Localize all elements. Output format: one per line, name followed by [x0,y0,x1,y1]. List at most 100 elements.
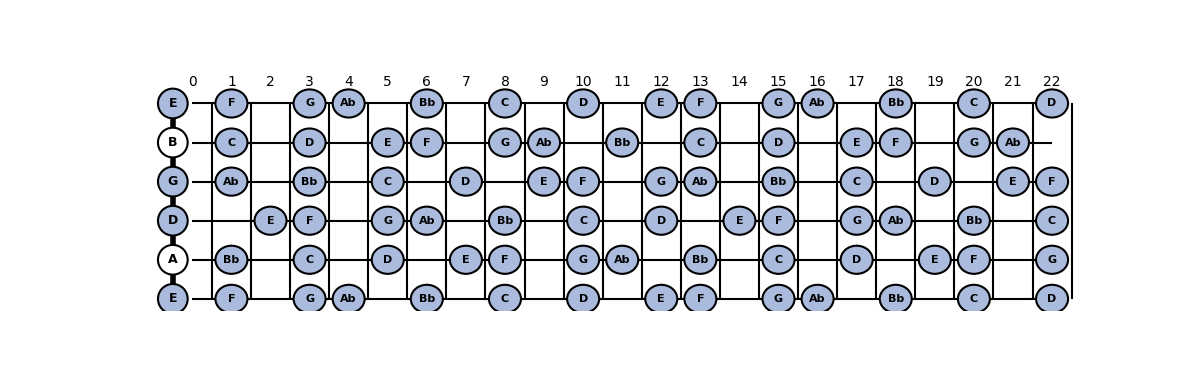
Text: Ab: Ab [223,177,240,186]
Ellipse shape [840,246,872,274]
Ellipse shape [997,128,1029,157]
Ellipse shape [568,168,599,196]
Ellipse shape [958,207,989,235]
Text: B: B [168,136,178,149]
Text: 11: 11 [613,75,631,89]
Text: E: E [168,292,177,305]
Text: Bb: Bb [888,99,903,108]
Text: G: G [384,216,392,226]
Ellipse shape [919,246,951,274]
Text: C: C [852,177,860,186]
Text: 18: 18 [887,75,905,89]
Text: E: E [657,294,666,304]
Text: F: F [580,177,587,186]
Ellipse shape [958,128,989,157]
Text: 8: 8 [501,75,509,89]
Text: C: C [227,138,235,147]
Text: Ab: Ab [418,216,435,226]
Text: Bb: Bb [418,294,435,304]
Ellipse shape [685,285,716,313]
Ellipse shape [1036,285,1068,313]
Ellipse shape [215,246,247,274]
Ellipse shape [411,207,443,235]
Text: Ab: Ab [809,99,826,108]
Text: Ab: Ab [809,294,826,304]
Ellipse shape [449,168,482,196]
Text: D: D [852,255,862,265]
Ellipse shape [762,168,795,196]
Text: G: G [657,177,666,186]
Text: G: G [167,175,178,188]
Text: G: G [305,294,314,304]
Text: 2: 2 [266,75,275,89]
Text: D: D [461,177,471,186]
Text: Ab: Ab [614,255,631,265]
Ellipse shape [685,246,716,274]
Circle shape [158,89,188,118]
Text: D: D [1048,99,1056,108]
Ellipse shape [215,128,247,157]
Ellipse shape [880,285,912,313]
Text: G: G [1048,255,1056,265]
Ellipse shape [372,246,404,274]
Ellipse shape [958,246,989,274]
Ellipse shape [880,89,912,117]
Text: 17: 17 [848,75,865,89]
Circle shape [158,167,188,196]
Ellipse shape [762,246,795,274]
Text: G: G [305,99,314,108]
Ellipse shape [723,207,755,235]
Ellipse shape [372,128,404,157]
Text: E: E [736,216,743,226]
Ellipse shape [568,285,599,313]
Ellipse shape [294,246,325,274]
Ellipse shape [568,207,599,235]
Text: 14: 14 [730,75,748,89]
Ellipse shape [997,168,1029,196]
Ellipse shape [294,89,325,117]
Text: Ab: Ab [341,294,357,304]
Ellipse shape [840,168,872,196]
Text: Bb: Bb [692,255,709,265]
Text: F: F [891,138,900,147]
Text: G: G [774,99,783,108]
Ellipse shape [919,168,951,196]
Ellipse shape [568,89,599,117]
Text: 5: 5 [384,75,392,89]
Text: 21: 21 [1004,75,1022,89]
Ellipse shape [215,168,247,196]
Text: Bb: Bb [497,216,513,226]
Text: Ab: Ab [535,138,552,147]
Text: E: E [168,97,177,110]
Text: F: F [774,216,783,226]
Ellipse shape [685,128,716,157]
Ellipse shape [489,246,521,274]
Text: F: F [228,99,235,108]
Text: 10: 10 [575,75,592,89]
Text: 20: 20 [966,75,982,89]
Text: F: F [306,216,313,226]
Text: Bb: Bb [771,177,786,186]
Ellipse shape [215,89,247,117]
Ellipse shape [294,207,325,235]
Ellipse shape [294,285,325,313]
Ellipse shape [332,89,364,117]
Text: G: G [578,255,588,265]
Ellipse shape [411,128,443,157]
Text: 4: 4 [344,75,353,89]
Text: G: G [969,138,979,147]
Ellipse shape [489,207,521,235]
Ellipse shape [762,128,795,157]
Ellipse shape [685,168,716,196]
Ellipse shape [372,168,404,196]
Text: D: D [1048,294,1056,304]
Ellipse shape [255,207,287,235]
Text: 7: 7 [461,75,471,89]
Ellipse shape [880,207,912,235]
Text: Bb: Bb [418,99,435,108]
Ellipse shape [489,128,521,157]
Text: D: D [167,214,178,227]
Text: D: D [578,99,588,108]
Text: G: G [852,216,862,226]
Text: 16: 16 [809,75,827,89]
